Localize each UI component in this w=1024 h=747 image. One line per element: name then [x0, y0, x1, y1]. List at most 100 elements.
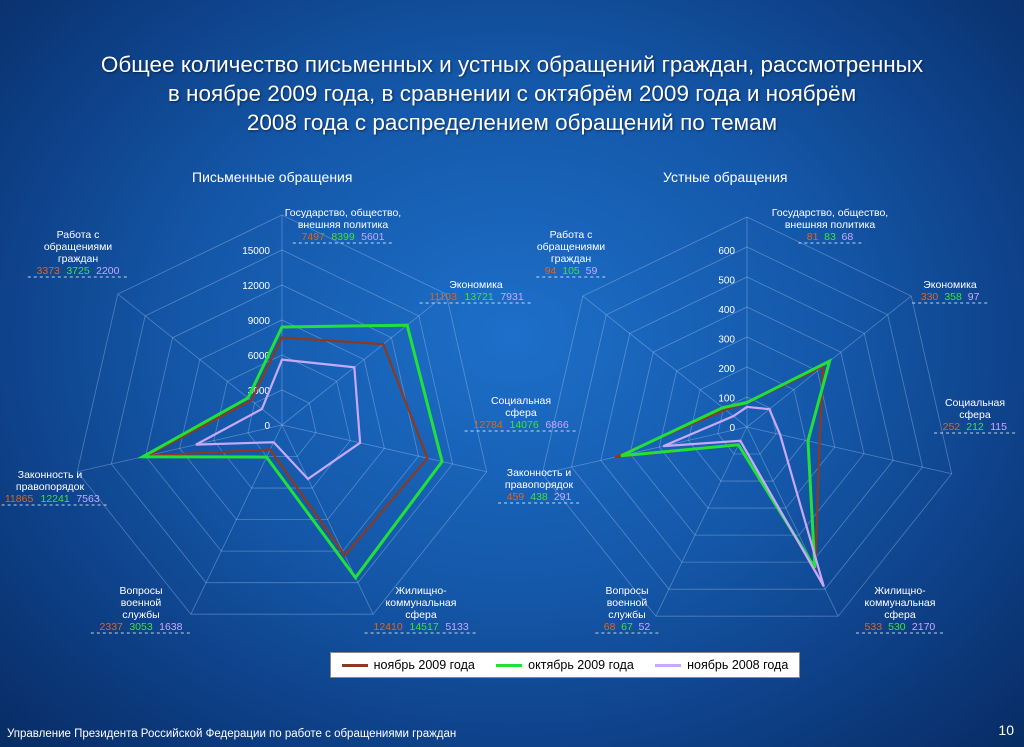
oral-chart-title: Устные обращения [663, 169, 788, 185]
value-label: 115 [990, 421, 1007, 433]
tick-label: 9000 [248, 316, 271, 327]
category-label: коммунальная [865, 597, 936, 609]
tick-label: 400 [718, 305, 735, 316]
value-label: 12784 [473, 419, 502, 431]
category-label: сфера [959, 409, 991, 421]
radar-spoke [281, 293, 447, 426]
radar-grid-ring [213, 354, 351, 489]
radar-grid-ring [110, 249, 454, 584]
value-label: 2170 [912, 621, 936, 633]
radar-grid-ring [179, 319, 385, 521]
value-label: 7931 [500, 291, 524, 303]
category-label: Государство, общество, [285, 207, 401, 219]
value-label: 13721 [464, 291, 493, 303]
category-label: сфера [505, 407, 537, 419]
radar-grid-ring [600, 276, 894, 563]
value-label: 8399 [331, 231, 355, 243]
tick-label: 12000 [242, 281, 270, 292]
tick-label: 15000 [242, 246, 270, 257]
value-label: 3725 [66, 265, 90, 277]
category-label: Вопросы [605, 585, 648, 597]
value-label: 14076 [509, 419, 538, 431]
radar-spoke [655, 426, 748, 617]
category-label: сфера [884, 609, 916, 621]
value-label: 52 [639, 621, 651, 633]
category-label: Работа с [57, 229, 100, 241]
value-label: 358 [944, 291, 962, 303]
category-label: Экономика [923, 279, 977, 291]
value-label: 12241 [40, 493, 69, 505]
series-line-0 [146, 336, 429, 558]
category-label: Законность и [507, 467, 572, 479]
radar-spoke [582, 295, 748, 428]
value-label: 94 [545, 265, 557, 277]
value-label: 11103 [429, 291, 457, 303]
legend-swatch [496, 663, 523, 667]
value-label: 83 [824, 231, 836, 243]
legend-label: ноябрь 2009 года [373, 658, 475, 672]
radar-spoke [77, 424, 283, 473]
series-line-2 [195, 358, 362, 481]
value-label: 2337 [100, 621, 124, 633]
value-label: 459 [507, 491, 525, 503]
footer-text: Управление Президента Российской Федерац… [7, 728, 457, 740]
legend-swatch [341, 663, 368, 667]
radar-spoke [281, 424, 487, 473]
category-label: военной [121, 597, 162, 609]
title-line: Общее количество письменных и устных обр… [100, 52, 924, 77]
page-number: 10 [998, 722, 1014, 738]
value-label: 7497 [302, 231, 326, 243]
tick-label: 0 [729, 423, 735, 434]
value-label: 59 [586, 265, 598, 277]
legend-item: ноябрь 2009 года [341, 658, 475, 672]
value-label: 3373 [37, 265, 61, 277]
value-label: 2200 [96, 265, 120, 277]
tick-label: 3000 [248, 386, 271, 397]
value-label: 330 [921, 291, 939, 303]
tick-label: 100 [718, 394, 735, 405]
radar-spoke [117, 293, 283, 426]
radar-grid-ring [571, 246, 923, 590]
radar-spoke [746, 426, 952, 475]
category-label: Государство, общество, [772, 207, 888, 219]
value-label: 11865 [5, 493, 34, 505]
radar-grid-ring [629, 306, 865, 536]
category-label: службы [122, 609, 159, 621]
category-label: граждан [551, 253, 591, 265]
title-line: 2008 года с распределением обращений по … [246, 110, 778, 135]
value-label: 105 [562, 265, 580, 277]
category-label: Социальная [945, 397, 1005, 409]
series-line-2 [662, 405, 825, 588]
value-label: 3053 [129, 621, 153, 633]
value-label: 5601 [361, 231, 385, 243]
radar-grid-ring [658, 336, 836, 509]
tick-label: 0 [264, 421, 270, 432]
category-label: военной [607, 597, 648, 609]
value-label: 14517 [409, 621, 438, 633]
slide-title: Общее количество письменных и устных обр… [30, 50, 994, 137]
tick-label: 300 [718, 335, 735, 346]
value-label: 67 [621, 621, 633, 633]
radar-grid-ring [76, 214, 488, 615]
category-label: коммунальная [386, 597, 457, 609]
category-label: правопорядок [505, 479, 574, 491]
value-label: 533 [865, 621, 883, 633]
category-label: Законность и [18, 469, 83, 481]
radar-spoke [746, 426, 839, 617]
radar-grid-ring [247, 389, 317, 457]
radar-grid-ring [688, 366, 806, 482]
value-label: 68 [604, 621, 616, 633]
category-label: внешняя политика [785, 219, 876, 231]
value-label: 1638 [159, 621, 183, 633]
value-label: 97 [968, 291, 980, 303]
legend: ноябрь 2009 года октябрь 2009 года ноябр… [330, 652, 800, 678]
legend-label: октябрь 2009 года [528, 658, 634, 672]
legend-swatch [655, 663, 682, 667]
tick-label: 600 [718, 246, 735, 257]
category-label: правопорядок [16, 481, 85, 493]
value-label: 5133 [445, 621, 469, 633]
tick-label: 6000 [248, 351, 271, 362]
category-label: Жилищно- [874, 585, 926, 597]
value-label: 6866 [545, 419, 569, 431]
